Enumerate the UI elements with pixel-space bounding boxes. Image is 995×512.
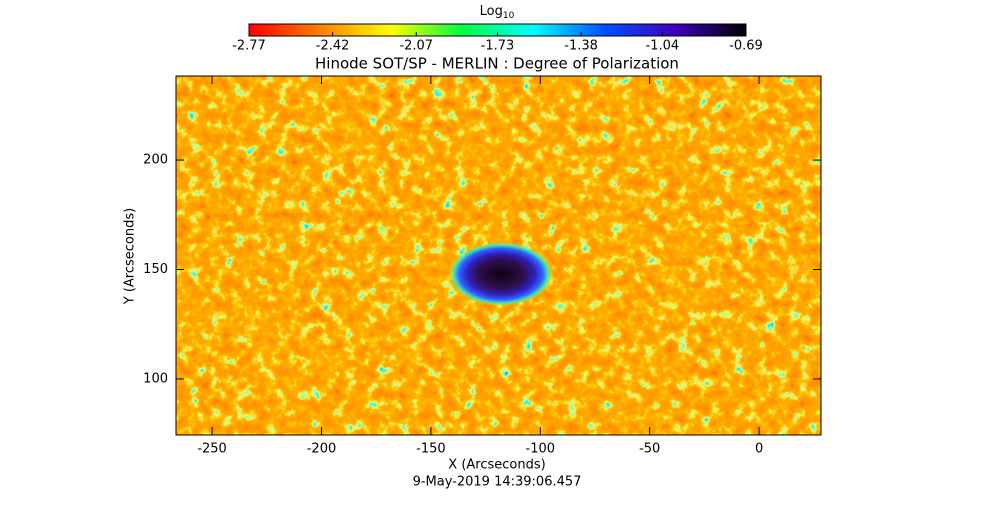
colorbar <box>249 24 746 36</box>
plot-frame <box>175 75 822 436</box>
x-tick-label: -50 <box>639 442 660 457</box>
x-tick-label: -200 <box>307 442 337 457</box>
y-tick-label: 150 <box>143 262 168 277</box>
y-axis-label: Y (Arcseconds) <box>123 208 138 305</box>
colorbar-tick-label: -2.77 <box>232 39 266 54</box>
colorbar-tick-label: -1.04 <box>646 39 680 54</box>
y-tick-label: 200 <box>143 153 168 168</box>
colorbar-tick-label: -2.42 <box>316 39 350 54</box>
chart-title: Hinode SOT/SP - MERLIN : Degree of Polar… <box>315 55 679 73</box>
x-tick-label: 0 <box>755 442 763 457</box>
colorbar-tick-label: -1.38 <box>564 39 598 54</box>
colorbar-tick-label: -2.07 <box>399 39 433 54</box>
x-tick-label: -250 <box>197 442 227 457</box>
x-tick-label: -100 <box>526 442 556 457</box>
colorbar-tick-label: -0.69 <box>729 39 763 54</box>
x-axis-label: X (Arcseconds) <box>448 458 545 473</box>
colorbar-label: Log10 <box>480 4 515 21</box>
x-tick-label: -150 <box>416 442 446 457</box>
y-tick-label: 100 <box>143 371 168 386</box>
timestamp: 9-May-2019 14:39:06.457 <box>413 475 582 490</box>
heatmap <box>176 76 821 435</box>
colorbar-tick-label: -1.73 <box>481 39 515 54</box>
